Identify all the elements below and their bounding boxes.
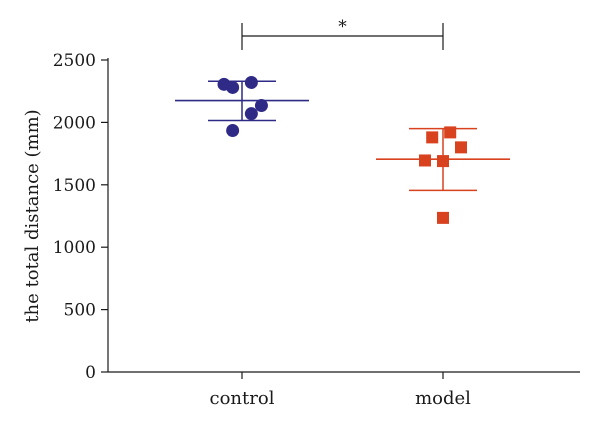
y-tick-label: 500 (64, 301, 96, 321)
significance-label: * (338, 17, 347, 37)
x-tick-label: model (415, 388, 471, 409)
data-point (226, 80, 240, 94)
significance-bracket: * (241, 17, 444, 50)
chart-marks (175, 75, 510, 224)
y-tick-label: 2000 (53, 113, 96, 133)
y-tick-label: 2500 (53, 51, 96, 71)
data-point (426, 131, 439, 144)
data-point (419, 154, 431, 167)
data-point (226, 124, 240, 138)
x-tick-label: control (210, 388, 275, 409)
data-point (455, 141, 467, 154)
y-tick-label: 0 (85, 363, 96, 383)
y-tick-label: 1500 (53, 176, 96, 196)
data-point (437, 155, 449, 168)
y-axis-title: the total distance (mm) (22, 109, 43, 322)
axes: 0 500 1000 1500 2000 2500 control model the tota… (22, 51, 580, 409)
data-point (254, 99, 268, 113)
data-point (437, 211, 449, 224)
data-point (244, 75, 258, 89)
data-point (444, 126, 457, 139)
series-control (175, 75, 309, 138)
data-point (244, 107, 258, 121)
y-tick-label: 1000 (53, 238, 96, 258)
series-model (376, 126, 510, 224)
